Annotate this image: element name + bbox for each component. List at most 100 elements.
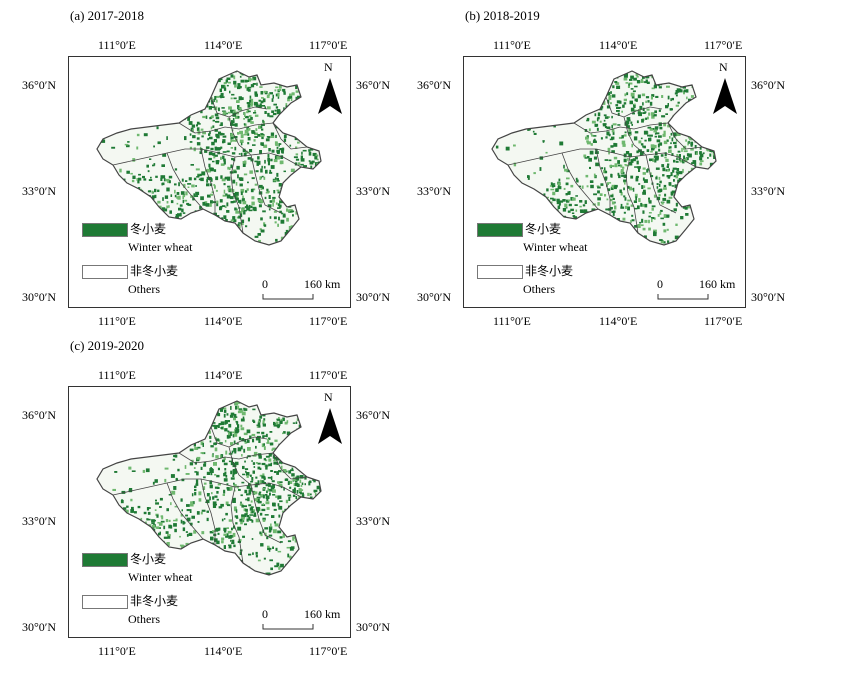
top-lon-tick-label: 111°0′E (98, 368, 136, 382)
bottom-lon-tick-label: 111°0′E (98, 644, 136, 658)
others-label-cn: 非冬小麦 (525, 264, 574, 278)
north-label: N (324, 60, 333, 74)
right-lat-tick-label: 36°0′N (751, 78, 786, 92)
prefecture-boundary (178, 122, 274, 134)
left-lat-tick-label: 33°0′N (417, 184, 452, 198)
map-panel-b: (b) 2018-2019 111°0′E 111°0′E 114°0′E 114°0′… (395, 0, 785, 330)
others-label-en: Others (128, 612, 160, 626)
prefecture-boundary (210, 426, 268, 448)
top-lon-tick-label: 114°0′E (204, 38, 243, 52)
scale-bar (262, 294, 314, 300)
top-lon-tick-label: 111°0′E (493, 38, 531, 52)
scale-end-label: 160 km (304, 607, 341, 621)
prefecture-boundary (218, 152, 302, 168)
left-lat-tick-label: 33°0′N (22, 514, 57, 528)
left-lat-tick-label: 30°0′N (22, 620, 57, 634)
prefecture-boundary (667, 122, 703, 150)
bottom-lon-tick-label: 111°0′E (493, 314, 531, 328)
right-lat-tick-label: 30°0′N (356, 290, 391, 304)
left-lat-tick-label: 30°0′N (417, 290, 452, 304)
bottom-lon-tick-label: 114°0′E (204, 644, 243, 658)
winter-wheat-label-en: Winter wheat (128, 570, 193, 584)
province-map (96, 70, 322, 246)
province-boundary (491, 70, 717, 246)
panel-title: (a) 2017-2018 (70, 8, 145, 23)
right-lat-tick-label: 33°0′N (356, 184, 391, 198)
winter-wheat-swatch (82, 223, 128, 237)
prefecture-boundary (166, 482, 204, 540)
winter-wheat-swatch (477, 223, 523, 237)
scale-end-label: 160 km (699, 277, 736, 291)
bottom-lon-tick-label: 111°0′E (98, 314, 136, 328)
others-label-cn: 非冬小麦 (130, 594, 179, 608)
others-label-en: Others (128, 282, 160, 296)
prefecture-boundary (200, 148, 216, 215)
north-label: N (719, 60, 728, 74)
prefecture-boundary (228, 116, 252, 156)
bottom-lon-tick-label: 117°0′E (704, 314, 743, 328)
scale-start-label: 0 (657, 277, 663, 291)
winter-wheat-swatch (82, 553, 128, 567)
right-lat-tick-label: 30°0′N (751, 290, 786, 304)
right-lat-tick-label: 33°0′N (751, 184, 786, 198)
prefecture-boundary (250, 154, 282, 214)
winter-wheat-label-cn: 冬小麦 (130, 552, 167, 566)
winter-wheat-label-cn: 冬小麦 (525, 222, 562, 236)
prefecture-boundary (272, 452, 308, 480)
province-area (492, 71, 716, 245)
prefecture-boundary (573, 122, 669, 134)
province-boundary (96, 70, 322, 246)
scale-bar (657, 294, 709, 300)
north-arrow-icon (318, 408, 342, 444)
province-map (491, 70, 717, 246)
prefecture-boundary (605, 96, 663, 118)
right-lat-tick-label: 33°0′N (356, 514, 391, 528)
prefecture-boundary (272, 122, 308, 150)
right-lat-tick-label: 36°0′N (356, 408, 391, 422)
prefecture-boundary (166, 152, 204, 210)
winter-wheat-label-cn: 冬小麦 (130, 222, 167, 236)
panel-title: (b) 2018-2019 (465, 8, 540, 23)
top-lon-tick-label: 114°0′E (599, 38, 638, 52)
winter-wheat-label-en: Winter wheat (128, 240, 193, 254)
left-lat-tick-label: 36°0′N (417, 78, 452, 92)
prefecture-boundary (228, 446, 252, 486)
prefecture-boundary (178, 452, 274, 464)
prefecture-boundary (250, 484, 282, 544)
province-map (96, 400, 322, 576)
prefecture-boundary (230, 156, 244, 234)
left-lat-tick-label: 36°0′N (22, 78, 57, 92)
top-lon-tick-label: 117°0′E (704, 38, 743, 52)
map-panel-c: (c) 2019-2020 111°0′E 111°0′E 114°0′E 114°0′… (0, 330, 390, 660)
prefecture-boundary (210, 96, 268, 118)
prefecture-boundary (613, 152, 697, 168)
others-label-en: Others (523, 282, 555, 296)
map-panel-a: (a) 2017-2018 111°0′E 111°0′E 114°0′E 114°0′… (0, 0, 390, 330)
right-lat-tick-label: 36°0′N (356, 78, 391, 92)
scale-end-label: 160 km (304, 277, 341, 291)
scale-start-label: 0 (262, 607, 268, 621)
north-label: N (324, 390, 333, 404)
prefecture-boundary (230, 486, 244, 564)
others-swatch (82, 265, 128, 279)
panel-title: (c) 2019-2020 (70, 338, 145, 353)
top-lon-tick-label: 117°0′E (309, 38, 348, 52)
others-swatch (477, 265, 523, 279)
bottom-lon-tick-label: 117°0′E (309, 644, 348, 658)
province-boundary (96, 400, 322, 576)
top-lon-tick-label: 117°0′E (309, 368, 348, 382)
prefecture-boundary (595, 148, 611, 215)
prefecture-boundary (561, 152, 599, 210)
bottom-lon-tick-label: 114°0′E (204, 314, 243, 328)
prefecture-boundary (218, 482, 302, 498)
top-lon-tick-label: 111°0′E (98, 38, 136, 52)
bottom-lon-tick-label: 114°0′E (599, 314, 638, 328)
others-swatch (82, 595, 128, 609)
top-lon-tick-label: 114°0′E (204, 368, 243, 382)
prefecture-boundary (623, 116, 647, 156)
right-lat-tick-label: 30°0′N (356, 620, 391, 634)
left-lat-tick-label: 36°0′N (22, 408, 57, 422)
scale-bar (262, 624, 314, 630)
bottom-lon-tick-label: 117°0′E (309, 314, 348, 328)
north-arrow-icon (713, 78, 737, 114)
